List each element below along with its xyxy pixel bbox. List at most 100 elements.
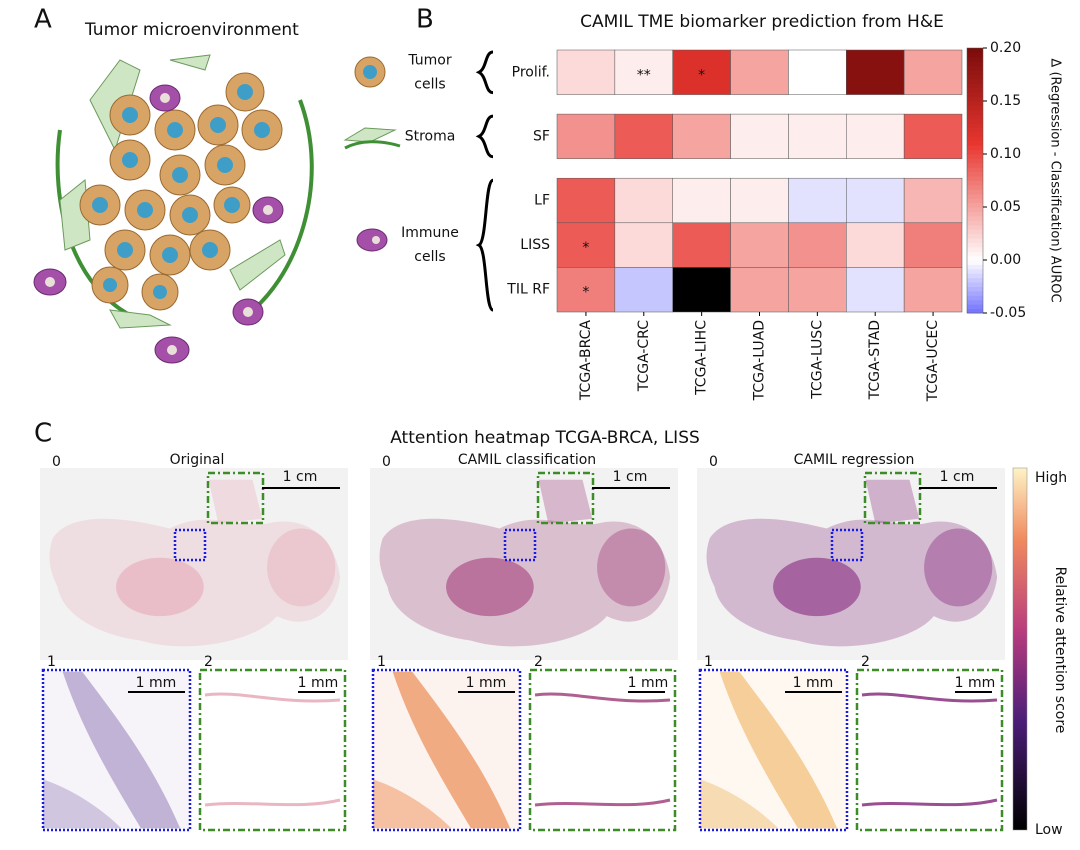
significance: ** <box>637 67 651 83</box>
significance: * <box>582 285 589 301</box>
zoom-image <box>700 671 847 829</box>
colorbar-step <box>967 282 983 287</box>
scale-bar-label: 1 mm <box>628 675 669 691</box>
attention-colorbar <box>1012 467 1028 831</box>
scale-bar-label: 1 mm <box>793 675 834 691</box>
group-brace <box>475 178 495 312</box>
zoom-box-blue <box>830 528 864 562</box>
colorbar-tick-label: 0.05 <box>990 199 1021 215</box>
heat-cell <box>846 113 905 159</box>
heat-cell <box>788 222 847 268</box>
significance: * <box>582 240 589 256</box>
scale-bar-label: 1 mm <box>955 675 996 691</box>
colorbar-step <box>967 207 983 212</box>
colorbar-step <box>967 304 983 310</box>
colorbar-step <box>967 78 983 84</box>
x-tick-label: TCGA-LUSC <box>809 320 825 400</box>
colorbar-step <box>967 65 983 71</box>
colorbar-step <box>967 83 983 89</box>
colorbar-step <box>967 202 983 208</box>
cell-icons <box>343 56 401 252</box>
colorbar-step <box>967 109 983 115</box>
colorbar-step <box>967 290 983 296</box>
zoom-image <box>861 692 998 807</box>
heat-cell <box>788 113 847 159</box>
scale-bar-label: 1 cm <box>940 469 975 485</box>
colorbar-tick-label: 0.10 <box>990 146 1021 162</box>
heat-cell <box>730 267 789 313</box>
row-label: SF <box>533 128 550 144</box>
x-tick-label: TCGA-BRCA <box>578 320 594 402</box>
heat-cell <box>672 222 731 268</box>
colorbar-step <box>967 48 983 53</box>
colorbar-step <box>967 105 983 111</box>
group-label: Tumor <box>407 52 452 68</box>
heat-cell <box>788 177 847 224</box>
heat-cell <box>614 49 673 95</box>
missing-cell <box>672 267 731 313</box>
heat-cell <box>614 177 673 224</box>
colorbar-step <box>967 140 983 146</box>
colorbar-step <box>967 92 983 98</box>
column-title: Original <box>170 452 225 468</box>
x-tick-label: TCGA-UCEC <box>925 320 941 403</box>
group-brace <box>475 50 494 95</box>
heat-cell <box>556 113 616 159</box>
colorbar-step <box>967 189 983 195</box>
colorbar-step <box>967 61 983 67</box>
colorbar-step <box>967 224 983 230</box>
heat-cell <box>556 267 616 313</box>
colorbar-step <box>967 96 983 102</box>
colorbar-step <box>967 308 983 314</box>
zoom-box-green <box>536 471 595 525</box>
inset-label: 1 <box>704 654 713 670</box>
colorbar-step <box>967 145 983 151</box>
heat-cell <box>556 222 616 268</box>
zoom-box-green <box>206 471 265 525</box>
colorbar-step <box>967 264 983 270</box>
heat-cell <box>846 267 905 313</box>
row-label: TIL RF <box>506 282 550 298</box>
panel-title: Tumor microenvironment <box>84 20 299 40</box>
x-tick-label: TCGA-STAD <box>867 320 883 400</box>
inset-label: 0 <box>52 454 61 470</box>
colorbar-step <box>967 176 983 181</box>
colorbar-step <box>967 162 983 168</box>
colorbar-step <box>967 167 983 173</box>
x-tick-label: TCGA-LIHC <box>694 320 710 396</box>
zoom-box-blue <box>173 528 207 562</box>
zoom-image <box>373 671 520 829</box>
colorbar-step <box>967 251 983 257</box>
group-label: cells <box>414 249 445 265</box>
colorbar-tick-label: -0.05 <box>990 305 1026 321</box>
panel-letter: A <box>34 5 52 35</box>
group-brace <box>475 114 494 159</box>
colorbar-label: Relative attention score <box>1052 567 1068 734</box>
heat-cell <box>788 49 847 95</box>
heat-cell <box>614 267 673 313</box>
colorbar-step <box>967 118 983 124</box>
colorbar-step <box>967 233 983 239</box>
colorbar-step <box>967 246 983 252</box>
colorbar-frame <box>966 47 984 314</box>
chart-title: CAMIL TME biomarker prediction from H&E <box>580 12 944 32</box>
group-label: cells <box>414 76 445 92</box>
illustration <box>33 54 314 364</box>
scale-bar-label: 1 mm <box>136 675 177 691</box>
panel-letter: B <box>416 5 434 35</box>
zoom-box-green <box>863 471 922 525</box>
colorbar-step <box>967 193 983 199</box>
colorbar-step <box>967 171 983 177</box>
x-tick-label: TCGA-CRC <box>636 320 652 392</box>
x-tick-label: TCGA-LUAD <box>752 320 768 401</box>
colorbar-step <box>967 70 983 75</box>
heat-cell <box>730 222 789 268</box>
colorbar-step <box>967 158 983 164</box>
zoom-image <box>534 692 671 807</box>
colorbar-step <box>967 154 983 159</box>
colorbar-step <box>967 215 983 221</box>
heat-cell <box>672 177 731 224</box>
colorbar-step <box>967 136 983 142</box>
